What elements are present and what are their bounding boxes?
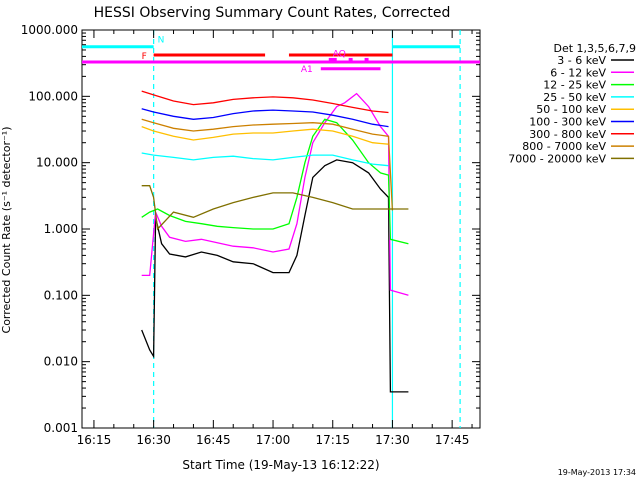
series-group [141,90,409,393]
series-line [141,152,389,167]
y-axis-label: Corrected Count Rate (s⁻¹ detector⁻¹) [0,127,13,334]
time-markers [153,30,461,428]
legend-entry-label: 7000 - 20000 keV [508,152,606,165]
x-tick-label: 17:45 [435,433,470,447]
y-tick-label: 100.000 [28,89,78,103]
legend-entry-label: 300 - 800 keV [529,128,606,141]
plot-frame [81,29,481,429]
interval-label: A1 [301,65,313,75]
y-tick-label: 10.000 [36,156,78,170]
series-line [141,159,409,393]
interval-label: F [142,52,147,62]
y-tick-label: 0.001 [44,421,78,435]
interval-label: AQ [333,49,346,59]
series-line [141,108,389,128]
series-line [141,118,394,211]
footer-timestamp: 19-May-2013 17:34 [558,468,636,477]
legend-title: Det 1,3,5,6,7,9 [553,42,636,55]
x-tick-label: 17:15 [315,433,350,447]
x-tick-label: 17:30 [375,433,410,447]
legend-entry-label: 12 - 25 keV [543,79,606,92]
observing-intervals: N F AQ A1 [82,36,480,75]
x-axis-label: Start Time (19-May-13 16:12:22) [182,458,379,472]
x-tick-label: 16:45 [196,433,231,447]
x-tick-label: 16:15 [77,433,112,447]
legend-entry-label: 3 - 6 keV [557,54,606,67]
y-tick-label: 1.000 [44,222,78,236]
series-line [141,185,409,231]
interval-label: N [158,36,165,46]
legend-entry-label: 100 - 300 keV [529,116,606,129]
plot-area: N F AQ A1 [81,29,481,429]
y-tick-label: 1000.000 [21,23,78,37]
chart-title: HESSI Observing Summary Count Rates, Cor… [94,5,451,21]
y-axis: 1000.000 100.000 10.000 1.000 0.100 0.010 0.00… [21,23,480,435]
legend-entry-label: 50 - 100 keV [536,103,606,116]
x-axis: 16:15 16:30 16:45 17:00 17:15 17:30 17:45 [77,30,473,447]
x-tick-label: 17:00 [256,433,291,447]
y-tick-label: 0.100 [44,288,78,302]
series-line [141,90,389,114]
y-tick-label: 0.010 [44,355,78,369]
legend-entry-label: 25 - 50 keV [543,91,606,104]
series-line [141,92,409,296]
legend-entry-label: 800 - 7000 keV [522,140,606,153]
x-tick-label: 16:30 [136,433,171,447]
legend-entry-label: 6 - 12 keV [550,66,606,79]
series-line [141,125,389,145]
series-line [141,118,409,245]
